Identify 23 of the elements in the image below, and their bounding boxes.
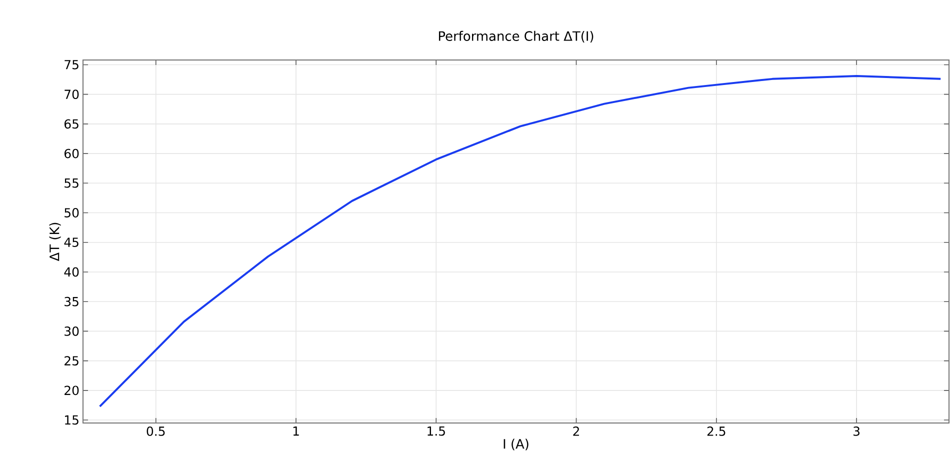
x-tick-label: 1.5	[428, 426, 445, 436]
y-tick-label: 65	[64, 119, 78, 129]
chart-title: Performance Chart ΔT(I)	[438, 30, 594, 42]
y-tick-label: 50	[64, 208, 79, 218]
y-axis-title: ΔT (K)	[49, 222, 61, 262]
y-tick-label: 30	[64, 326, 79, 336]
y-tick-label: 20	[64, 386, 79, 396]
x-tick-label: 3	[854, 426, 860, 436]
y-tick-label: 70	[64, 90, 79, 100]
y-tick-label: 45	[64, 238, 78, 247]
x-tick-label: 0.5	[146, 426, 165, 436]
x-tick-label: 2.5	[707, 426, 726, 436]
line-series	[98, 74, 942, 408]
y-tick-label: 40	[64, 267, 79, 277]
x-tick-label: 2	[573, 426, 579, 436]
y-tick-label: 55	[64, 178, 78, 188]
x-axis-title: I (A)	[504, 438, 528, 450]
y-tick-label: 15	[65, 415, 78, 425]
y-tick-label: 75	[64, 60, 78, 70]
y-tick-label: 25	[64, 356, 78, 366]
y-tick-label: 35	[64, 296, 78, 306]
y-tick-label: 60	[64, 148, 79, 158]
x-tick-label: 1	[293, 426, 299, 436]
